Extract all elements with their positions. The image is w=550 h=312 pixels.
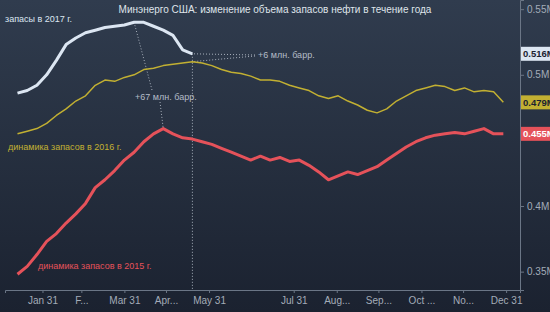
y-tick-label: 0.55M (527, 4, 550, 15)
x-axis-line (6, 291, 521, 294)
x-tick-label: Oct ... (409, 295, 436, 306)
x-tick-label: No... (453, 295, 474, 306)
x-tick: May 31 (193, 290, 226, 306)
x-tick-mark (124, 290, 125, 293)
x-tick-label: May 31 (193, 295, 226, 306)
annotation: +6 млн. барр. (258, 50, 315, 60)
x-tick-mark (463, 290, 464, 293)
x-tick: Sep... (366, 290, 392, 306)
annotation-leader (192, 56, 255, 62)
y-tick-label: 0.5M (527, 69, 549, 80)
y-axis-line (521, 1, 525, 291)
value-label: 0.479M (523, 97, 550, 108)
series-line (17, 22, 192, 93)
x-tick: Apr... (155, 290, 178, 306)
x-tick-label: Sep... (366, 295, 392, 306)
value-labels: 0.516M 0.479M 0.455M (521, 47, 550, 141)
x-tick-mark (506, 290, 507, 293)
x-tick-label: F... (75, 295, 88, 306)
x-tick: Jul 31 (281, 290, 308, 306)
x-tick-label: Aug... (324, 295, 350, 306)
y-tick-mark (520, 75, 524, 76)
x-tick-mark (81, 290, 82, 293)
annotation-leader (134, 22, 152, 90)
series-line (17, 62, 503, 134)
x-axis: Jan 31 F... Mar 31 Apr... May 31 Jul 31 Aug...… (6, 290, 523, 306)
y-tick: 0.35M (520, 266, 550, 277)
x-tick: Jan 31 (28, 290, 58, 306)
y-tick-mark (520, 272, 524, 273)
x-tick-mark (421, 290, 422, 293)
x-tick-mark (337, 290, 338, 293)
y-tick-label: 0.4M (527, 201, 549, 212)
end-marker-line (192, 54, 193, 290)
y-tick: 0.4M (520, 201, 549, 212)
value-label: 0.516M (523, 48, 550, 59)
y-tick: 0.5M (520, 69, 549, 80)
x-tick: Dec 31 (491, 290, 523, 306)
x-tick: No... (453, 290, 474, 306)
x-tick-label: Dec 31 (491, 295, 523, 306)
x-tick: Oct ... (409, 290, 436, 306)
y-axis: 0.35M 0.4M 0.5M 0.55M (520, 1, 550, 291)
annotation: +67 млн. барр. (135, 92, 197, 102)
y-tick-label: 0.35M (527, 266, 550, 277)
series-label: запасы в 2017 г. (5, 14, 72, 24)
y-tick: 0.55M (520, 4, 550, 15)
series-label: динамика запасов в 2016 г. (8, 142, 122, 152)
x-tick: Mar 31 (109, 290, 141, 306)
x-tick-label: Jan 31 (28, 295, 58, 306)
x-tick: F... (75, 290, 88, 306)
x-tick-mark (294, 290, 295, 293)
y-tick-mark (520, 9, 524, 10)
value-label: 0.455M (523, 128, 550, 139)
chart: 0.35M 0.4M 0.5M 0.55M Jan 31 F... Mar 31 Apr...… (0, 0, 550, 312)
x-tick: Aug... (324, 290, 350, 306)
annotation-leader (192, 54, 255, 55)
y-tick-mark (520, 206, 524, 207)
annotation-leader (160, 102, 163, 129)
title: Минэнерго США: изменение объема запасов … (119, 4, 432, 15)
x-tick-mark (209, 290, 210, 293)
x-tick-mark (42, 290, 43, 293)
x-tick-mark (378, 290, 379, 293)
x-tick-label: Mar 31 (109, 295, 141, 306)
x-tick-label: Jul 31 (281, 295, 308, 306)
background (0, 0, 550, 312)
x-tick-label: Apr... (155, 295, 178, 306)
series-label: динамика запасов в 2015 г. (38, 261, 152, 271)
x-tick-mark (166, 290, 167, 293)
